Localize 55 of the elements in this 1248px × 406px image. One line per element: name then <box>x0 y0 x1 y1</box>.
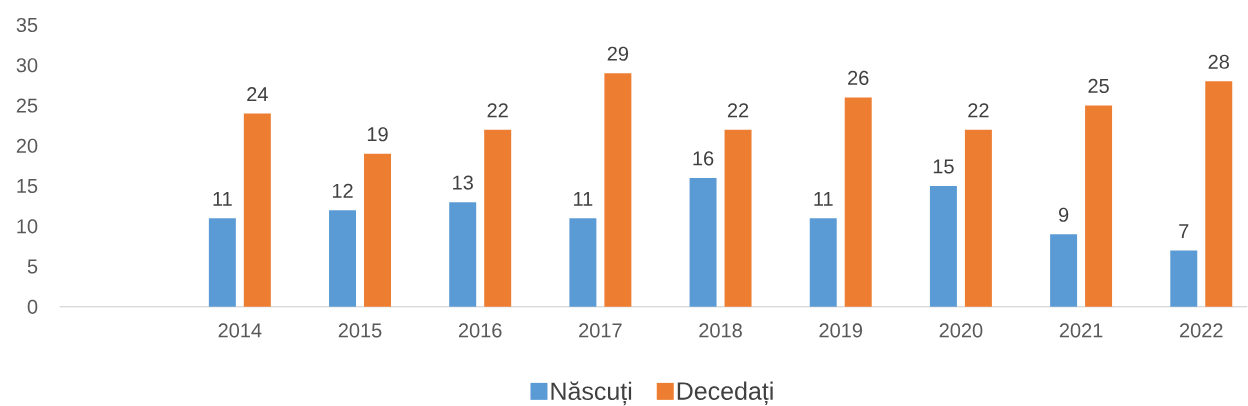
bar <box>844 97 872 307</box>
bar <box>964 129 992 307</box>
bar <box>809 218 837 307</box>
y-tick-label: 30 <box>16 58 38 73</box>
data-label: 11 <box>574 192 593 206</box>
x-tick-label: 2019 <box>819 323 862 338</box>
bar <box>208 218 236 307</box>
data-label: 19 <box>367 127 388 142</box>
x-tick-label: 2017 <box>579 323 622 338</box>
data-label: 25 <box>1088 78 1109 94</box>
y-tick-label: 10 <box>17 219 38 234</box>
bar <box>1085 105 1113 307</box>
data-label: 11 <box>213 192 232 206</box>
x-tick-label: 2018 <box>699 323 742 338</box>
data-label: 7 <box>1179 224 1189 239</box>
bar <box>329 210 357 307</box>
x-tick-label: 2022 <box>1180 323 1223 338</box>
legend-label: Născuți <box>551 381 632 406</box>
data-label: 24 <box>247 87 268 102</box>
data-label: 28 <box>1208 54 1229 69</box>
y-tick-label: 25 <box>16 98 38 113</box>
bar <box>1205 81 1233 307</box>
bar <box>1170 250 1198 307</box>
y-tick-label: 35 <box>16 18 38 33</box>
bar <box>604 73 632 307</box>
data-label: 22 <box>487 103 508 118</box>
y-tick-label: 5 <box>27 259 38 274</box>
data-label: 16 <box>693 151 714 166</box>
bar <box>569 218 597 307</box>
x-tick-label: 2015 <box>338 323 382 338</box>
data-label: 13 <box>453 175 473 190</box>
data-label: 11 <box>814 192 833 206</box>
x-tick-label: 2020 <box>939 323 983 338</box>
legend-label: Decedați <box>677 381 773 406</box>
data-label: 9 <box>1058 207 1069 222</box>
data-label: 22 <box>968 103 989 118</box>
bar <box>929 186 957 307</box>
y-tick-label: 0 <box>27 299 38 315</box>
data-label: 29 <box>607 46 629 61</box>
bar <box>724 129 752 307</box>
x-tick-label: 2016 <box>458 323 502 338</box>
bar <box>364 153 391 307</box>
data-label: 26 <box>848 70 869 86</box>
y-tick-label: 20 <box>16 138 38 153</box>
data-label: 12 <box>332 183 353 198</box>
bar <box>243 113 271 307</box>
data-label: 22 <box>727 103 749 118</box>
bar <box>449 202 477 307</box>
y-tick-label: 15 <box>17 179 38 194</box>
x-tick-label: 2021 <box>1059 323 1103 338</box>
bar <box>689 178 717 307</box>
bar <box>484 129 512 307</box>
x-tick-label: 2014 <box>218 323 262 338</box>
data-label: 15 <box>933 159 954 174</box>
bar <box>1050 234 1078 307</box>
